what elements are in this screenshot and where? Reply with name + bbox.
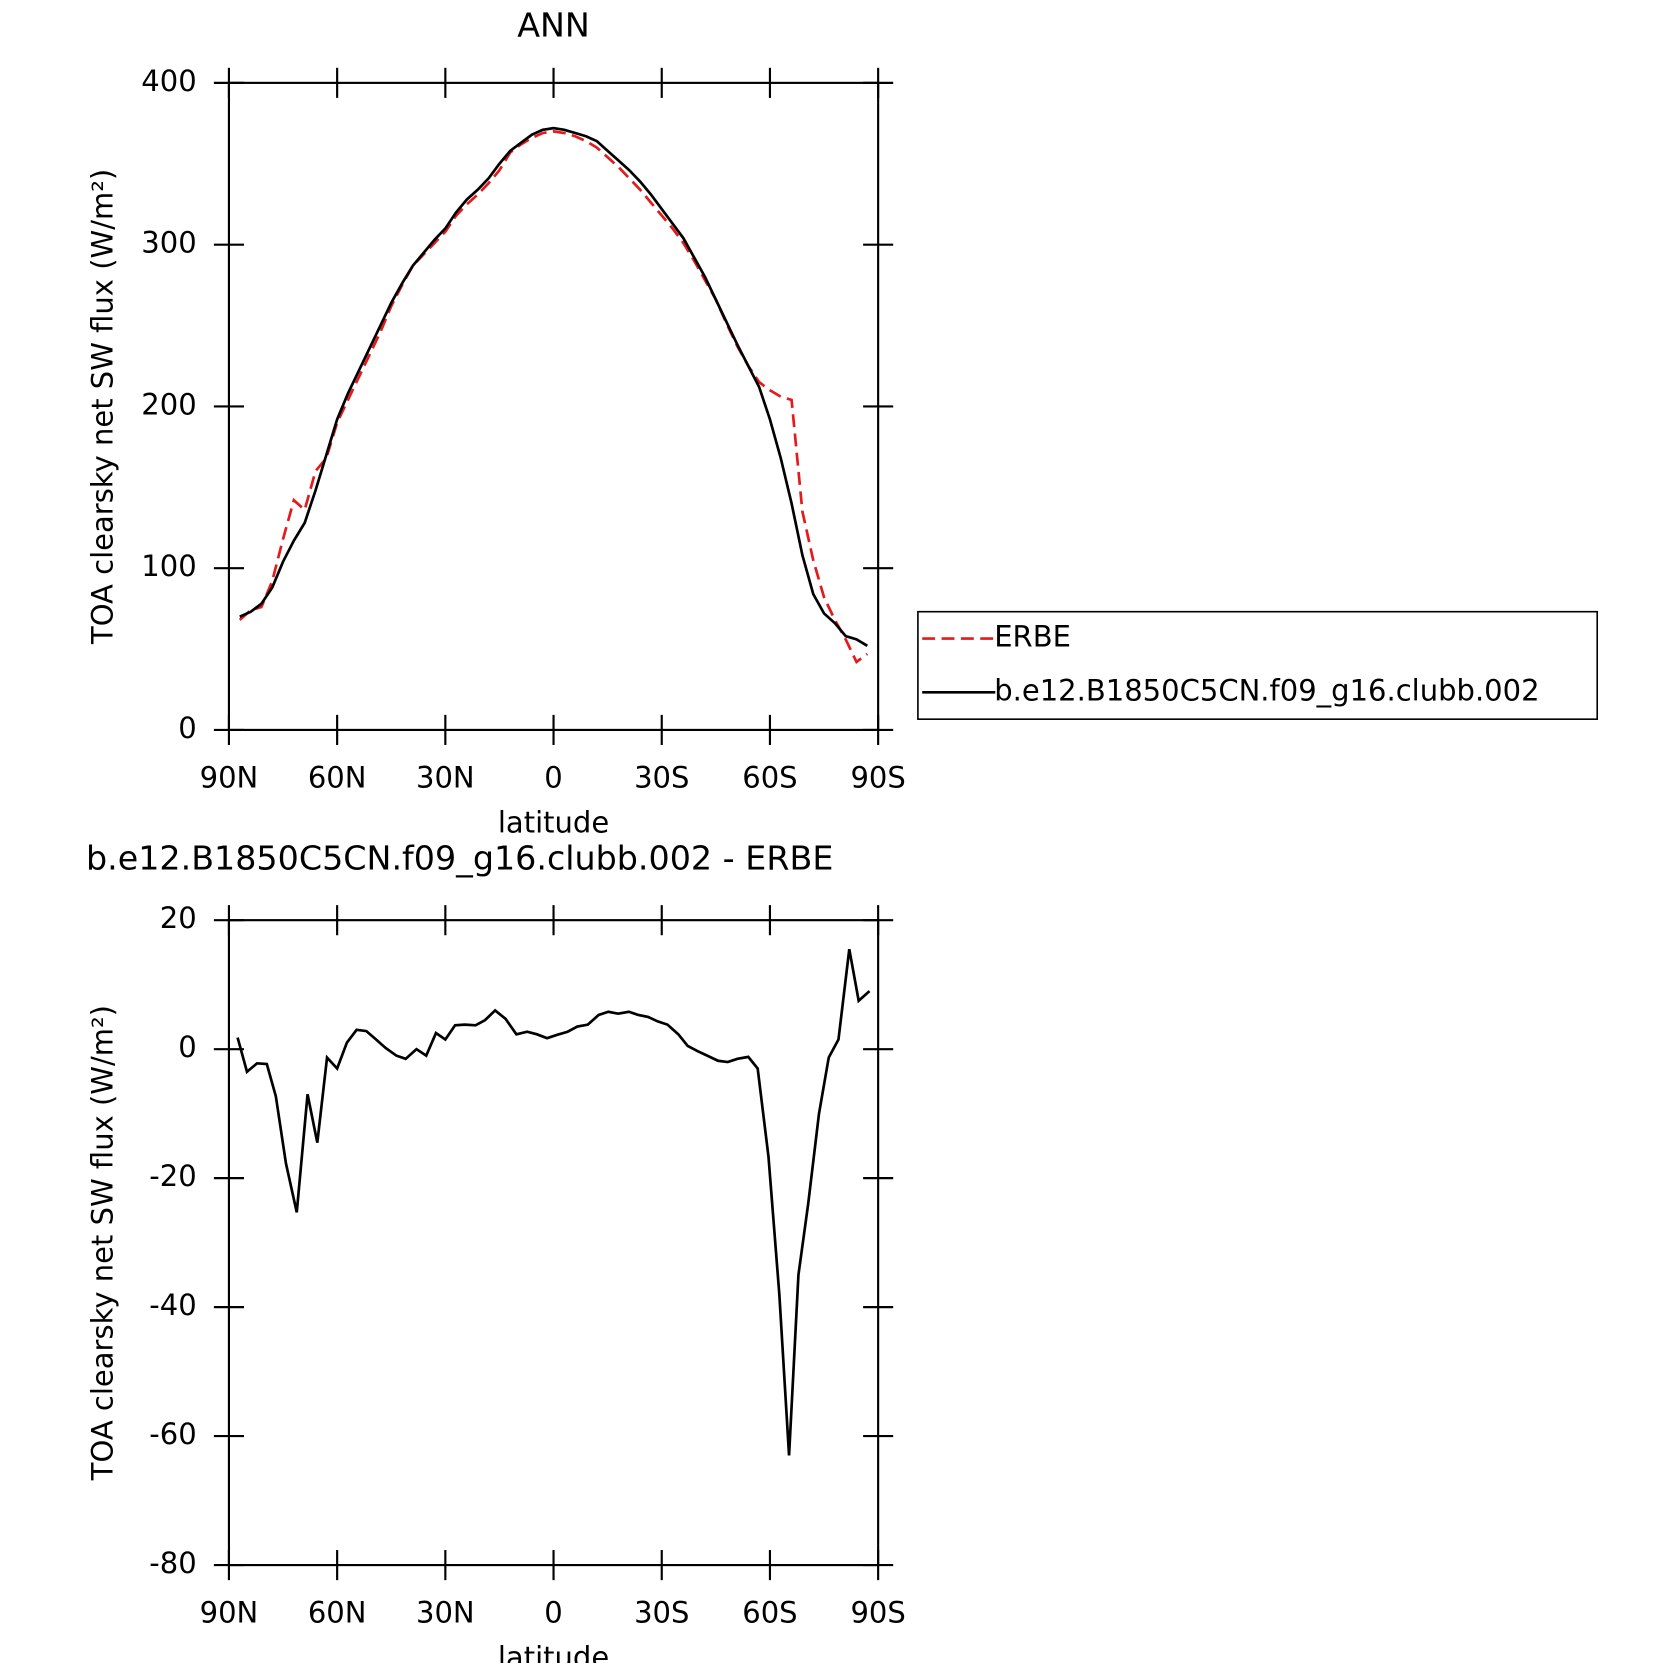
- x-tick-label: 0: [544, 1596, 562, 1630]
- legend-box: [917, 610, 1599, 720]
- x-tick-label: 30S: [634, 1596, 689, 1630]
- x-tick-label: 60S: [742, 1596, 797, 1630]
- plot-frame: [227, 919, 880, 1567]
- x-tick-label: 30N: [416, 760, 475, 794]
- x-tick-label: 90N: [200, 760, 259, 794]
- y-tick-label: 300: [141, 226, 196, 260]
- legend-label: ERBE: [994, 620, 1071, 654]
- legend-label: b.e12.B1850C5CN.f09_g16.clubb.002: [994, 673, 1539, 707]
- x-tick-label: 60N: [308, 1596, 367, 1630]
- x-tick-label: 30S: [634, 760, 689, 794]
- y-tick-label: 100: [141, 549, 196, 583]
- y-tick-label: 0: [178, 711, 196, 745]
- data-line: [238, 130, 869, 665]
- x-tick-label: 60N: [308, 760, 367, 794]
- x-axis-label: latitude: [498, 1641, 609, 1663]
- x-axis-label: latitude: [498, 806, 609, 840]
- y-tick-label: 400: [141, 64, 196, 98]
- y-tick-label: 0: [178, 1030, 196, 1064]
- x-tick-label: 30N: [416, 1596, 475, 1630]
- y-tick-label: 200: [141, 387, 196, 421]
- x-tick-label: 0: [544, 760, 562, 794]
- y-tick-label: -60: [149, 1417, 196, 1451]
- y-axis-label: TOA clearsky net SW flux (W/m²): [85, 1005, 119, 1481]
- y-tick-label: -40: [149, 1288, 196, 1322]
- y-axis-label: TOA clearsky net SW flux (W/m²): [85, 169, 119, 645]
- x-tick-label: 90N: [200, 1596, 259, 1630]
- x-tick-label: 60S: [742, 760, 797, 794]
- x-tick-label: 90S: [850, 1596, 905, 1630]
- y-tick-label: -80: [149, 1546, 196, 1580]
- y-tick-label: 20: [160, 901, 197, 935]
- y-tick-label: -20: [149, 1159, 196, 1193]
- chart-title: b.e12.B1850C5CN.f09_g16.clubb.002 - ERBE: [86, 838, 833, 877]
- x-tick-label: 90S: [850, 760, 905, 794]
- plot-frame: [227, 81, 880, 732]
- data-line: [239, 126, 869, 647]
- data-line: [236, 948, 871, 1456]
- chart-title: ANN: [517, 5, 590, 44]
